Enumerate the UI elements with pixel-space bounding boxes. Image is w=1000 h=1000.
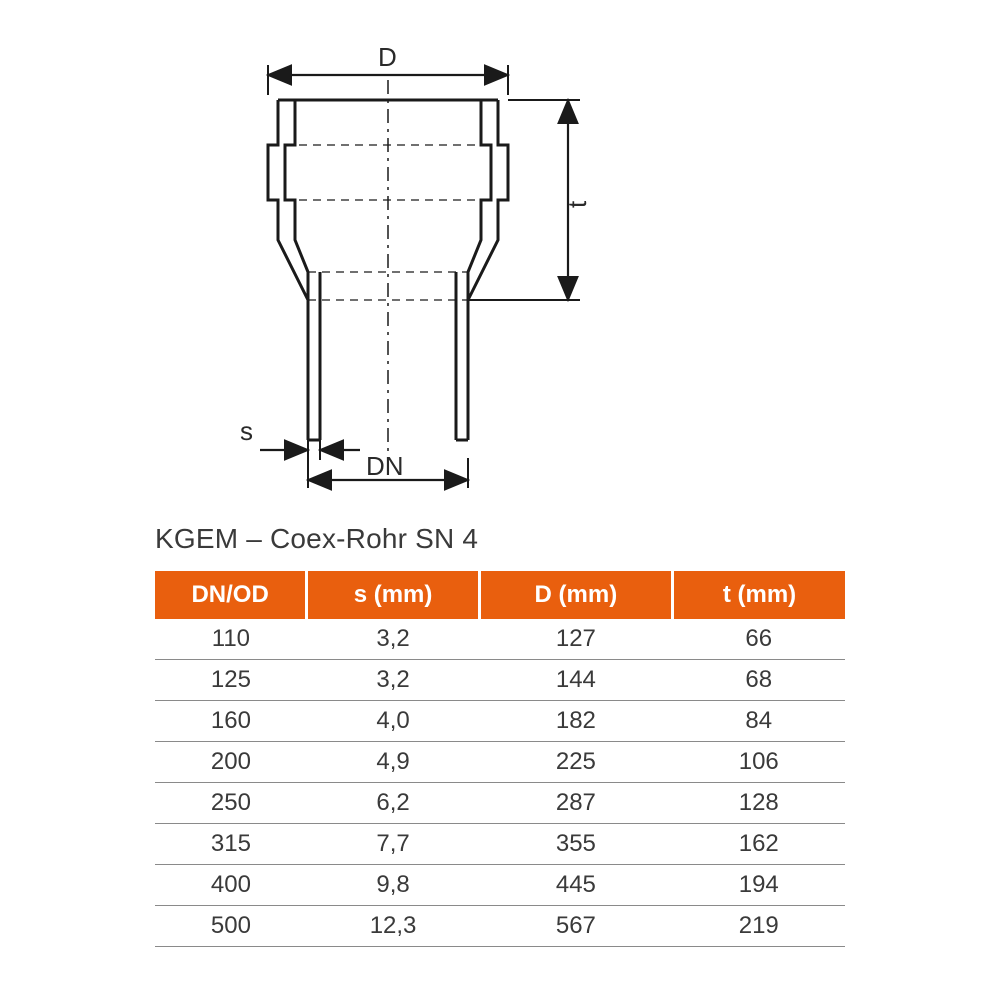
- table-cell: 66: [672, 619, 845, 660]
- table-cell: 68: [672, 660, 845, 701]
- dim-label-t: t: [562, 200, 592, 208]
- table-cell: 128: [672, 783, 845, 824]
- table-cell: 7,7: [307, 824, 480, 865]
- table-cell: 12,3: [307, 906, 480, 947]
- table-row: 2004,9225106: [155, 742, 845, 783]
- table-cell: 225: [479, 742, 672, 783]
- pipe-diagram: D t s DN: [160, 40, 660, 500]
- table-row: 1103,212766: [155, 619, 845, 660]
- table-cell: 162: [672, 824, 845, 865]
- table-cell: 4,0: [307, 701, 480, 742]
- table-cell: 219: [672, 906, 845, 947]
- table-cell: 500: [155, 906, 307, 947]
- spec-table: DN/ODs (mm)D (mm)t (mm) 1103,2127661253,…: [155, 571, 845, 947]
- table-cell: 127: [479, 619, 672, 660]
- table-cell: 106: [672, 742, 845, 783]
- table-cell: 250: [155, 783, 307, 824]
- table-cell: 84: [672, 701, 845, 742]
- table-cell: 400: [155, 865, 307, 906]
- table-cell: 287: [479, 783, 672, 824]
- table-title: KGEM – Coex-Rohr SN 4: [155, 523, 845, 555]
- dim-label-DN: DN: [366, 451, 404, 481]
- table-cell: 110: [155, 619, 307, 660]
- table-cell: 194: [672, 865, 845, 906]
- table-row: 2506,2287128: [155, 783, 845, 824]
- table-cell: 6,2: [307, 783, 480, 824]
- table-cell: 445: [479, 865, 672, 906]
- table-cell: 9,8: [307, 865, 480, 906]
- table-row: 1604,018284: [155, 701, 845, 742]
- table-cell: 125: [155, 660, 307, 701]
- table-cell: 182: [479, 701, 672, 742]
- table-cell: 160: [155, 701, 307, 742]
- col-header: D (mm): [479, 571, 672, 619]
- table-row: 50012,3567219: [155, 906, 845, 947]
- table-cell: 567: [479, 906, 672, 947]
- table-cell: 3,2: [307, 660, 480, 701]
- table-cell: 315: [155, 824, 307, 865]
- table-row: 1253,214468: [155, 660, 845, 701]
- table-cell: 200: [155, 742, 307, 783]
- table-row: 3157,7355162: [155, 824, 845, 865]
- col-header: t (mm): [672, 571, 845, 619]
- table-cell: 4,9: [307, 742, 480, 783]
- dim-label-s: s: [240, 416, 253, 446]
- table-cell: 355: [479, 824, 672, 865]
- dim-label-D: D: [378, 42, 397, 72]
- table-cell: 144: [479, 660, 672, 701]
- col-header: DN/OD: [155, 571, 307, 619]
- col-header: s (mm): [307, 571, 480, 619]
- table-cell: 3,2: [307, 619, 480, 660]
- table-row: 4009,8445194: [155, 865, 845, 906]
